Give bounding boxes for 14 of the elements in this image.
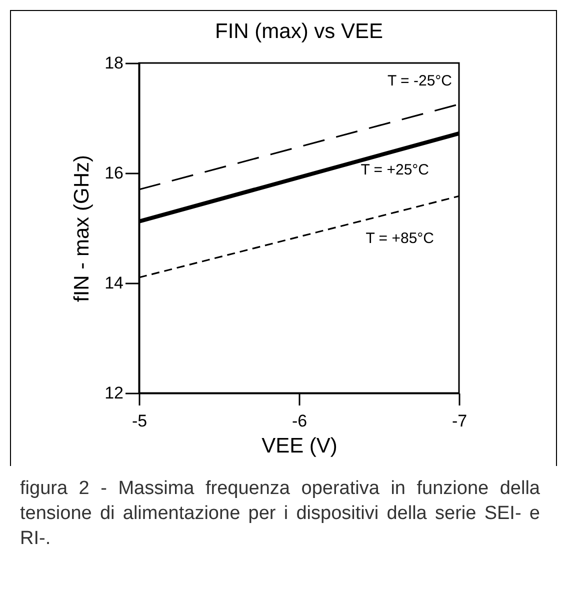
series-label: T = +25°C [360,161,430,178]
y-tick-label: 14 [104,274,124,292]
chart-title: FIN (max) vs VEE [214,20,384,43]
series-label: T = -25°C [388,72,452,90]
y-tick-label: 16 [104,164,124,182]
x-tick-label: -5 [132,412,148,430]
y-tick-label: 18 [104,54,124,72]
series-label: T = +85°C [366,230,434,248]
y-tick-label: 12 [104,384,124,402]
y-axis-title: fIN - max (GHz) [70,155,94,302]
x-axis-title: VEE (V) [262,434,338,458]
x-tick-label: -6 [292,412,308,430]
x-tick-label: -7 [452,412,468,430]
text: figura 2 - Massima frequenza operativa in funzione della tensione di alimentazione per i dispositivi della serie SEI- e RI-. [20,477,540,551]
